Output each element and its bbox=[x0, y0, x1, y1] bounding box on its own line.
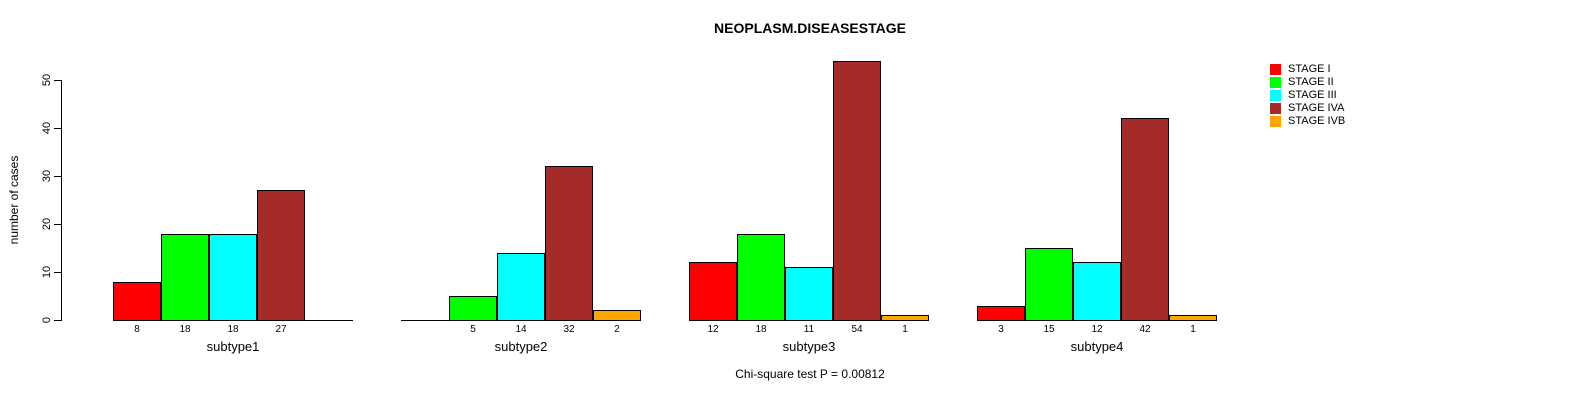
legend-label: STAGE I bbox=[1288, 63, 1331, 75]
bar-subtype3-stage-i bbox=[689, 262, 737, 321]
bar-value-subtype3-stage-ivb: 1 bbox=[902, 324, 908, 335]
legend-item-stage-iva: STAGE IVA bbox=[1270, 103, 1345, 114]
bar-value-subtype2-stage-iii: 14 bbox=[515, 324, 527, 335]
bar-subtype1-stage-ii bbox=[161, 234, 209, 321]
legend-swatch-stage-iii bbox=[1270, 90, 1281, 101]
bar-subtype3-stage-ii bbox=[737, 234, 785, 321]
bar-value-subtype2-stage-iva: 32 bbox=[563, 324, 575, 335]
y-axis-tick bbox=[54, 224, 61, 225]
bar-subtype3-stage-iii bbox=[785, 267, 833, 321]
y-axis-tick-label: 10 bbox=[41, 265, 53, 279]
bar-subtype4-stage-iii bbox=[1073, 262, 1121, 321]
bar-subtype4-stage-ivb bbox=[1169, 315, 1217, 321]
bar-value-subtype4-stage-ivb: 1 bbox=[1190, 324, 1196, 335]
legend-item-stage-iii: STAGE III bbox=[1270, 90, 1345, 101]
legend-item-stage-ivb: STAGE IVB bbox=[1270, 116, 1345, 127]
legend-item-stage-i: STAGE I bbox=[1270, 64, 1345, 75]
y-axis-tick-label: 20 bbox=[41, 217, 53, 231]
bar-value-subtype3-stage-ii: 18 bbox=[755, 324, 767, 335]
bar-value-subtype1-stage-iva: 27 bbox=[275, 324, 287, 335]
legend-item-stage-ii: STAGE II bbox=[1270, 77, 1345, 88]
bar-subtype3-stage-ivb bbox=[881, 315, 929, 321]
y-axis-tick-label: 40 bbox=[41, 121, 53, 135]
legend-label: STAGE II bbox=[1288, 76, 1334, 88]
bar-value-subtype2-stage-ivb: 2 bbox=[614, 324, 620, 335]
bar-value-subtype4-stage-ii: 15 bbox=[1043, 324, 1055, 335]
y-axis-tick-label: 50 bbox=[41, 73, 53, 87]
bar-subtype4-stage-i bbox=[977, 306, 1025, 321]
legend-label: STAGE III bbox=[1288, 89, 1337, 101]
bar-subtype2-stage-iva bbox=[545, 166, 593, 321]
bar-value-subtype1-stage-ii: 18 bbox=[179, 324, 191, 335]
chi-square-annotation: Chi-square test P = 0.00812 bbox=[735, 367, 885, 381]
y-axis-label: number of cases bbox=[7, 155, 21, 245]
y-axis-tick bbox=[54, 176, 61, 177]
y-axis-tick-label: 0 bbox=[41, 316, 53, 324]
legend-label: STAGE IVB bbox=[1288, 115, 1346, 127]
legend-swatch-stage-i bbox=[1270, 64, 1281, 75]
bar-value-subtype4-stage-i: 3 bbox=[998, 324, 1004, 335]
bar-value-subtype1-stage-iii: 18 bbox=[227, 324, 239, 335]
y-axis-tick bbox=[54, 128, 61, 129]
legend-swatch-stage-iva bbox=[1270, 103, 1281, 114]
legend-swatch-stage-ivb bbox=[1270, 116, 1281, 127]
category-label-subtype1: subtype1 bbox=[206, 339, 260, 354]
bar-subtype1-stage-iva bbox=[257, 190, 305, 321]
y-axis-tick bbox=[54, 80, 61, 81]
bar-value-subtype4-stage-iii: 12 bbox=[1091, 324, 1103, 335]
category-label-subtype2: subtype2 bbox=[494, 339, 548, 354]
bar-subtype4-stage-ii bbox=[1025, 248, 1073, 321]
y-axis-tick bbox=[54, 272, 61, 273]
bar-value-subtype3-stage-iva: 54 bbox=[851, 324, 863, 335]
chart-title: NEOPLASM.DISEASESTAGE bbox=[714, 20, 906, 36]
legend-swatch-stage-ii bbox=[1270, 77, 1281, 88]
bar-subtype1-stage-i bbox=[113, 282, 161, 321]
y-axis-tick bbox=[54, 320, 61, 321]
category-label-subtype4: subtype4 bbox=[1070, 339, 1124, 354]
bar-subtype3-stage-iva bbox=[833, 61, 881, 321]
y-axis-tick-label: 30 bbox=[41, 169, 53, 183]
bar-value-subtype2-stage-ii: 5 bbox=[470, 324, 476, 335]
bar-value-subtype3-stage-iii: 11 bbox=[803, 324, 815, 335]
bar-subtype2-stage-ivb bbox=[593, 310, 641, 321]
y-axis-line bbox=[61, 80, 62, 321]
bar-value-subtype3-stage-i: 12 bbox=[707, 324, 719, 335]
bar-value-subtype1-stage-i: 8 bbox=[134, 324, 140, 335]
legend-label: STAGE IVA bbox=[1288, 102, 1345, 114]
bar-subtype2-stage-ii bbox=[449, 296, 497, 321]
bar-subtype4-stage-iva bbox=[1121, 118, 1169, 321]
bar-value-subtype4-stage-iva: 42 bbox=[1139, 324, 1151, 335]
legend: STAGE I STAGE II STAGE III STAGE IVA STAGE I… bbox=[1270, 64, 1345, 129]
bar-subtype1-stage-iii bbox=[209, 234, 257, 321]
bar-subtype2-stage-iii bbox=[497, 253, 545, 321]
category-label-subtype3: subtype3 bbox=[782, 339, 836, 354]
